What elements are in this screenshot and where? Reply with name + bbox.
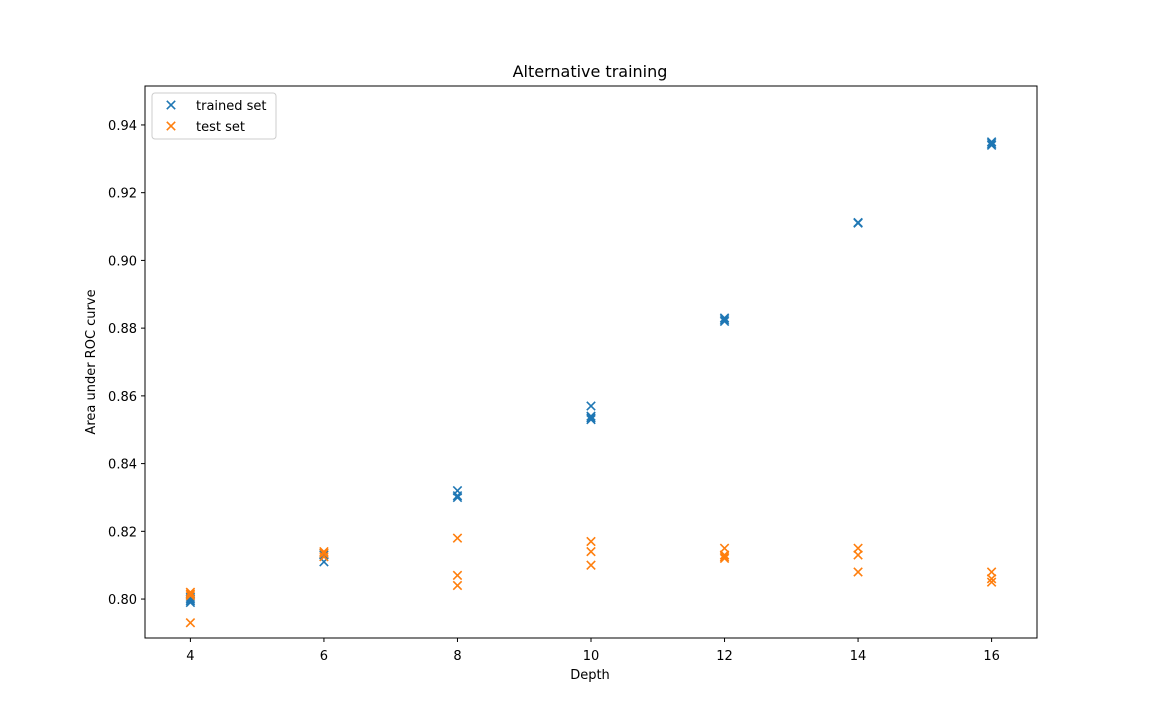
data-point (586, 411, 596, 421)
data-point (185, 617, 196, 628)
y-tick-label: 0.86 (108, 390, 137, 405)
data-point (986, 577, 997, 587)
data-point (719, 543, 730, 554)
data-point (319, 550, 329, 560)
data-point (586, 401, 596, 411)
data-point (853, 550, 863, 560)
y-axis-label: Area under ROC curve (84, 289, 99, 434)
data-point (452, 492, 463, 503)
data-point (452, 580, 463, 591)
series-0 (185, 137, 997, 608)
data-point (452, 485, 463, 496)
legend-label: test set (196, 120, 245, 135)
data-point (986, 140, 997, 151)
data-point (853, 217, 863, 228)
data-point (586, 536, 596, 547)
data-point (586, 413, 596, 423)
y-tick-label: 0.82 (108, 525, 137, 540)
data-point (185, 587, 196, 598)
legend: trained set test set (151, 92, 277, 140)
data-point (986, 567, 997, 577)
data-point (586, 414, 596, 425)
plot-frame (144, 85, 1038, 639)
data-point (452, 533, 463, 543)
data-point (853, 543, 863, 554)
data-point (719, 553, 730, 564)
x-tick-label: 14 (850, 649, 867, 664)
x-tick-label: 12 (716, 649, 733, 664)
x-axis-label: Depth (570, 668, 610, 683)
y-tick-label: 0.80 (108, 593, 137, 608)
data-point (986, 573, 997, 584)
data-point (719, 314, 730, 325)
data-point (719, 551, 730, 562)
x-tick-label: 4 (186, 649, 194, 664)
data-point (319, 548, 329, 559)
y-tick-label: 0.94 (108, 119, 137, 134)
data-point (452, 570, 463, 581)
legend-marker (166, 121, 176, 131)
data-point (853, 567, 863, 577)
data-point (719, 550, 730, 560)
y-tick-label: 0.84 (108, 458, 137, 473)
y-tick-label: 0.88 (108, 322, 137, 337)
x-tick-label: 8 (453, 649, 461, 664)
x-tick-label: 6 (320, 649, 328, 664)
data-point (986, 138, 997, 149)
x-tick-label: 16 (983, 649, 1000, 664)
data-point (319, 546, 329, 557)
data-point (586, 560, 596, 570)
data-point (586, 546, 596, 557)
legend-marker (166, 100, 176, 110)
y-tick-label: 0.90 (108, 254, 137, 269)
data-point (719, 313, 730, 323)
legend-box (151, 92, 277, 140)
y-tick-label: 0.92 (108, 187, 137, 202)
data-point (986, 137, 997, 147)
chart-title: Alternative training (513, 62, 668, 81)
data-point (719, 316, 730, 327)
series-1 (185, 533, 997, 628)
data-point (185, 590, 196, 601)
data-point (185, 589, 196, 599)
legend-label: trained set (196, 99, 267, 114)
plot-area: 4 6 8 10 12 14 16 0.80 0.82 0.84 0.86 0.88 0.90 0.92 0… (108, 85, 1038, 664)
x-tick-label: 10 (583, 649, 600, 664)
